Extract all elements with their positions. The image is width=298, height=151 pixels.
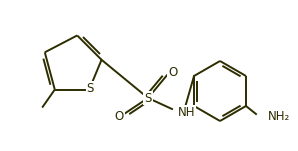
Text: O: O <box>114 111 124 124</box>
Text: S: S <box>144 92 152 104</box>
Text: NH: NH <box>178 106 195 119</box>
Text: O: O <box>168 66 178 79</box>
Text: NH₂: NH₂ <box>268 109 290 122</box>
Text: S: S <box>86 82 94 95</box>
